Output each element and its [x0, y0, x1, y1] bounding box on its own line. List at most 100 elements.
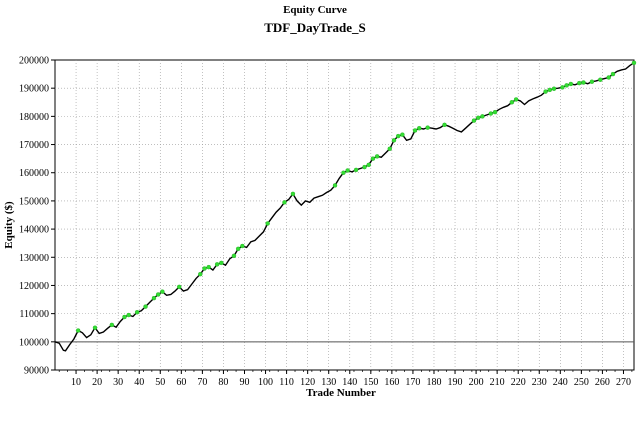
peak-marker — [126, 312, 131, 318]
peak-marker — [366, 162, 371, 168]
peak-marker — [353, 167, 359, 173]
peak-marker — [155, 292, 161, 297]
peak-markers — [75, 60, 637, 333]
x-tick-label: 110 — [279, 377, 294, 388]
peak-marker — [290, 191, 296, 197]
x-tick-label: 120 — [300, 377, 315, 388]
peak-marker — [577, 80, 582, 86]
x-tick-label: 200 — [469, 377, 484, 388]
peak-marker — [362, 164, 367, 170]
peak-marker — [547, 87, 552, 93]
grid — [55, 60, 634, 370]
peak-marker — [480, 114, 485, 119]
peak-marker — [143, 304, 148, 309]
peak-marker — [610, 71, 616, 77]
peak-marker — [543, 89, 548, 94]
y-tick-label: 120000 — [19, 281, 49, 292]
x-tick-label: 230 — [532, 377, 547, 388]
peak-marker — [341, 170, 346, 175]
x-tick-label: 30 — [113, 377, 123, 388]
x-axis-label: Trade Number — [306, 387, 376, 399]
peak-marker — [589, 79, 595, 84]
peak-marker — [206, 264, 211, 270]
peak-marker — [560, 85, 565, 90]
x-tick-label: 50 — [155, 377, 165, 388]
x-tick-label: 160 — [384, 377, 399, 388]
peak-marker — [235, 246, 241, 252]
x-tick-label: 270 — [616, 377, 631, 388]
y-tick-label: 150000 — [19, 196, 49, 207]
peak-marker — [240, 243, 245, 249]
x-tick-label: 90 — [239, 377, 249, 388]
peak-marker — [345, 168, 350, 173]
y-tick-label: 170000 — [19, 140, 49, 151]
peak-marker — [513, 97, 519, 102]
peak-marker — [492, 109, 498, 115]
x-tick-label: 220 — [511, 377, 526, 388]
peak-marker — [488, 111, 494, 116]
x-tick-label: 250 — [574, 377, 589, 388]
x-tick-label: 20 — [92, 377, 102, 388]
chart-title: Equity Curve — [283, 4, 347, 16]
peak-marker — [442, 122, 447, 128]
peak-marker — [475, 115, 481, 120]
peak-marker — [509, 100, 515, 105]
peak-marker — [425, 125, 430, 130]
y-tick-label: 190000 — [19, 84, 49, 95]
y-tick-label: 110000 — [19, 309, 49, 320]
y-tick-label: 90000 — [24, 366, 49, 377]
x-tick-label: 150 — [363, 377, 378, 388]
x-tick-label: 100 — [258, 377, 273, 388]
x-tick-label: 40 — [134, 377, 144, 388]
peak-marker — [370, 156, 376, 161]
y-tick-label: 160000 — [19, 168, 49, 179]
y-tick-label: 100000 — [19, 337, 49, 348]
peak-marker — [160, 289, 165, 294]
peak-marker — [374, 154, 380, 159]
peak-marker — [400, 132, 405, 137]
peak-marker — [606, 75, 611, 80]
y-tick-label: 130000 — [19, 253, 49, 264]
peak-marker — [387, 146, 392, 151]
peak-marker — [122, 314, 127, 320]
axis-ticks: 90000 100000 110000 120000 130000 140000 15000… — [19, 56, 633, 388]
peak-marker — [151, 295, 157, 301]
peak-marker — [332, 183, 338, 188]
peak-marker — [134, 310, 140, 315]
peak-marker — [214, 262, 220, 267]
x-tick-label: 60 — [176, 377, 186, 388]
peak-marker — [412, 128, 418, 133]
x-tick-label: 180 — [426, 377, 441, 388]
y-tick-label: 200000 — [19, 56, 49, 67]
peak-marker — [202, 266, 207, 271]
x-tick-label: 140 — [342, 377, 357, 388]
peak-marker — [177, 284, 182, 290]
chart-subtitle: TDF_DayTrade_S — [264, 20, 366, 35]
peak-marker — [198, 271, 203, 277]
peak-marker — [282, 200, 287, 205]
peak-marker — [551, 86, 557, 91]
peak-marker — [219, 260, 224, 266]
x-tick-label: 130 — [321, 377, 336, 388]
y-tick-label: 180000 — [19, 112, 49, 123]
peak-marker — [631, 60, 637, 66]
y-tick-label: 140000 — [19, 225, 49, 236]
peak-marker — [564, 83, 569, 88]
peak-marker — [568, 81, 574, 87]
peak-marker — [75, 328, 81, 333]
peak-marker — [598, 77, 603, 82]
peak-marker — [92, 325, 98, 330]
x-tick-label: 70 — [197, 377, 207, 388]
x-tick-label: 170 — [405, 377, 420, 388]
x-tick-label: 10 — [71, 377, 81, 388]
plot-area — [54, 59, 635, 371]
x-tick-label: 80 — [218, 377, 228, 388]
peak-marker — [391, 138, 397, 143]
peak-marker — [231, 253, 237, 259]
peak-marker — [265, 221, 270, 226]
x-tick-label: 260 — [595, 377, 610, 388]
peak-marker — [417, 125, 422, 131]
peak-marker — [395, 133, 401, 139]
